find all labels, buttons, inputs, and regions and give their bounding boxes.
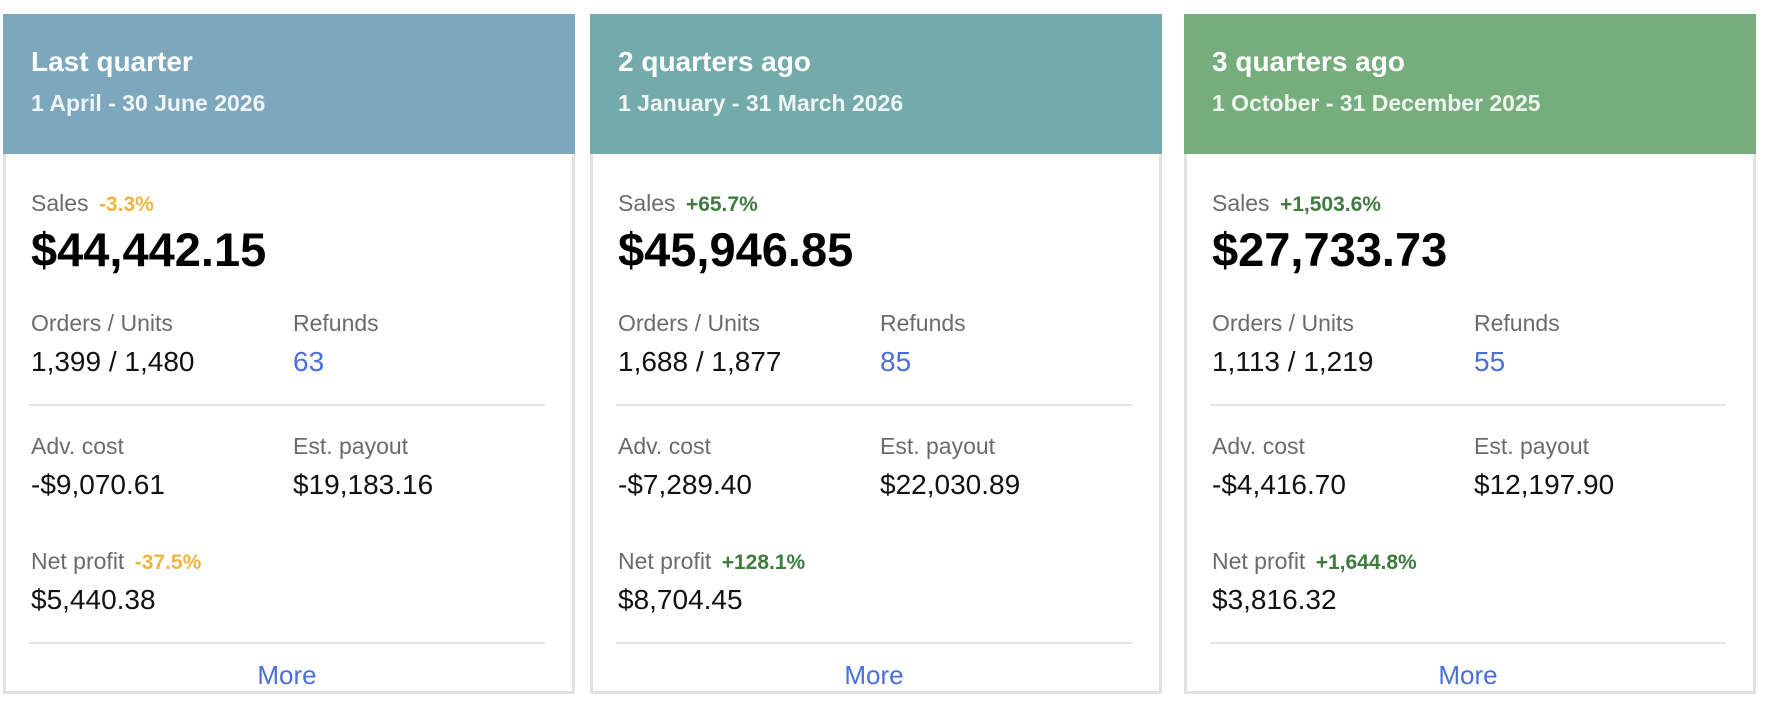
refunds-link[interactable]: 85 <box>880 346 912 377</box>
sales-value: $27,733.73 <box>1212 223 1448 276</box>
est-payout-value: $22,030.89 <box>880 469 1021 500</box>
sales-value: $44,442.15 <box>31 223 267 276</box>
net-profit-change: +128.1% <box>721 551 806 574</box>
sales-label-row: Sales -3.3% <box>31 188 154 220</box>
adv-cost-label: Adv. cost <box>31 433 124 459</box>
sales-value: $45,946.85 <box>618 223 854 276</box>
orders-units-value: 1,688 / 1,877 <box>618 346 782 377</box>
divider <box>1210 642 1726 644</box>
divider <box>1210 404 1726 406</box>
orders-units-value: 1,113 / 1,219 <box>1212 346 1374 377</box>
adv-cost-value: -$4,416.70 <box>1212 469 1346 500</box>
est-payout-label: Est. payout <box>880 433 996 459</box>
more-link[interactable]: More <box>1438 660 1498 690</box>
net-profit-value: $8,704.45 <box>618 584 743 615</box>
net-profit-value: $5,440.38 <box>31 584 156 615</box>
net-profit-change: -37.5% <box>134 551 202 574</box>
adv-cost-value: -$7,289.40 <box>618 469 752 500</box>
quarter-card-3-quarters-ago: 3 quarters ago 1 October - 31 December 2… <box>1184 14 1756 694</box>
refunds-label: Refunds <box>1474 310 1560 336</box>
net-profit-label-row: Net profit +1,644.8% <box>1212 546 1417 578</box>
net-profit-label: Net profit <box>618 548 712 574</box>
divider <box>29 642 545 644</box>
refunds-link[interactable]: 55 <box>1474 346 1506 377</box>
card-title: Last quarter <box>31 46 193 77</box>
adv-cost-label: Adv. cost <box>618 433 711 459</box>
orders-units-label: Orders / Units <box>31 310 173 336</box>
net-profit-label-row: Net profit +128.1% <box>618 546 805 578</box>
net-profit-label-row: Net profit -37.5% <box>31 546 201 578</box>
sales-label: Sales <box>1212 190 1270 216</box>
quarter-card-last-quarter: Last quarter 1 April - 30 June 2026 Sale… <box>3 14 575 694</box>
est-payout-label: Est. payout <box>293 433 409 459</box>
est-payout-value: $12,197.90 <box>1474 469 1615 500</box>
divider <box>29 404 545 406</box>
orders-units-value: 1,399 / 1,480 <box>31 346 195 377</box>
sales-label: Sales <box>31 190 89 216</box>
adv-cost-label: Adv. cost <box>1212 433 1305 459</box>
divider <box>616 404 1132 406</box>
net-profit-change: +1,644.8% <box>1315 551 1417 574</box>
card-date-range: 1 October - 31 December 2025 <box>1212 90 1541 116</box>
card-header: Last quarter 1 April - 30 June 2026 <box>3 14 575 154</box>
sales-change: -3.3% <box>98 193 154 216</box>
card-date-range: 1 April - 30 June 2026 <box>31 90 266 116</box>
net-profit-label: Net profit <box>1212 548 1306 574</box>
sales-label: Sales <box>618 190 676 216</box>
more-link[interactable]: More <box>844 660 904 690</box>
card-title: 2 quarters ago <box>618 46 811 77</box>
est-payout-value: $19,183.16 <box>293 469 434 500</box>
orders-units-label: Orders / Units <box>1212 310 1354 336</box>
card-header: 2 quarters ago 1 January - 31 March 2026 <box>590 14 1162 154</box>
est-payout-label: Est. payout <box>1474 433 1590 459</box>
card-date-range: 1 January - 31 March 2026 <box>618 90 904 116</box>
orders-units-label: Orders / Units <box>618 310 760 336</box>
refunds-link[interactable]: 63 <box>293 346 325 377</box>
sales-label-row: Sales +65.7% <box>618 188 758 220</box>
quarter-cards-container: Last quarter 1 April - 30 June 2026 Sale… <box>0 14 1772 698</box>
refunds-label: Refunds <box>880 310 966 336</box>
divider <box>616 642 1132 644</box>
sales-change: +1,503.6% <box>1279 193 1381 216</box>
adv-cost-value: -$9,070.61 <box>31 469 165 500</box>
more-link[interactable]: More <box>257 660 317 690</box>
refunds-label: Refunds <box>293 310 379 336</box>
card-title: 3 quarters ago <box>1212 46 1405 77</box>
quarter-card-2-quarters-ago: 2 quarters ago 1 January - 31 March 2026… <box>590 14 1162 694</box>
net-profit-value: $3,816.32 <box>1212 584 1337 615</box>
net-profit-label: Net profit <box>31 548 125 574</box>
sales-label-row: Sales +1,503.6% <box>1212 188 1381 220</box>
sales-change: +65.7% <box>685 193 758 216</box>
card-header: 3 quarters ago 1 October - 31 December 2… <box>1184 14 1756 154</box>
